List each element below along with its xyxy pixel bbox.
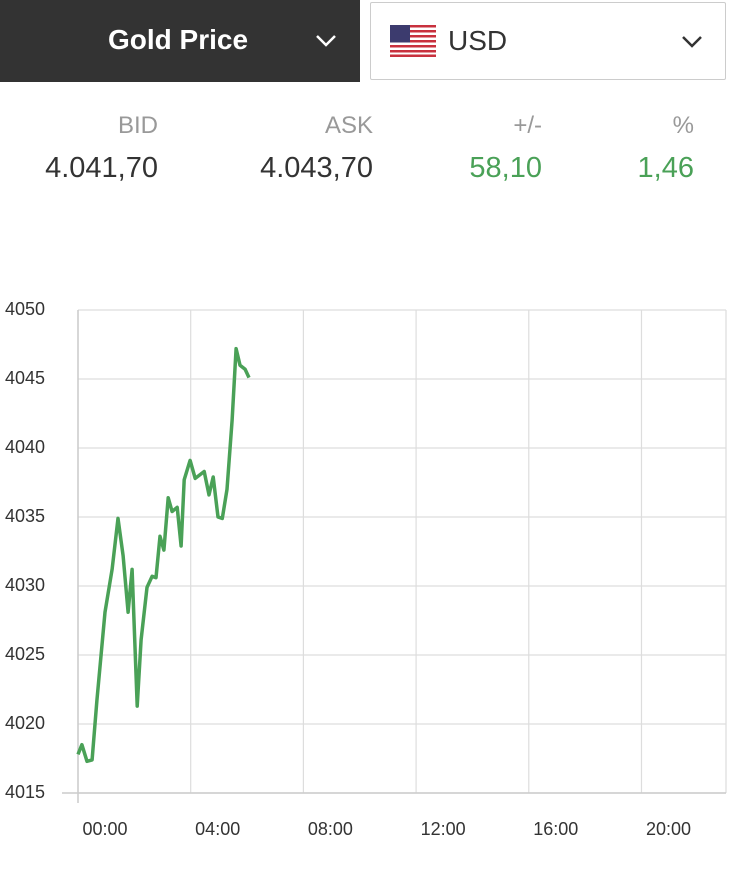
us-flag <box>390 25 436 57</box>
x-tick-label: 20:00 <box>646 819 691 839</box>
metal-title: Gold Price <box>107 24 249 55</box>
quote-value: 4.043,70 <box>260 152 373 184</box>
chevron <box>316 35 336 47</box>
quote-col: ASK 4.043,70 <box>220 112 373 192</box>
y-tick-label: 4035 <box>5 506 45 526</box>
quote-label: ASK <box>324 112 373 139</box>
y-tick-label: 4040 <box>5 437 45 457</box>
y-tick-label: 4025 <box>5 644 45 664</box>
y-tick-label: 4045 <box>5 368 45 388</box>
metal-selector[interactable]: Gold Price <box>0 0 360 82</box>
quote-value: 4.041,70 <box>45 152 158 184</box>
quote-label: +/- <box>513 112 542 139</box>
currency-code: USD <box>448 25 508 56</box>
quote-col: +/- 58,10 <box>420 112 542 192</box>
quote-col: BID 4.041,70 <box>20 112 158 192</box>
currency-selector[interactable]: USD <box>370 2 726 80</box>
quote-value: 58,10 <box>469 152 542 184</box>
y-tick-label: 4030 <box>5 575 45 595</box>
price-line <box>76 346 251 764</box>
y-tick-label: 4020 <box>5 713 45 733</box>
x-tick-label: 12:00 <box>421 819 466 839</box>
x-tick-label: 08:00 <box>308 819 353 839</box>
x-tick-label: 00:00 <box>82 819 127 839</box>
quote-value: 1,46 <box>637 152 694 184</box>
y-tick-label: 4015 <box>5 782 45 802</box>
quote-label: % <box>672 112 694 139</box>
quote-col: % 1,46 <box>580 112 694 192</box>
chevron <box>682 36 702 48</box>
quote-label: BID <box>117 112 158 139</box>
x-tick-label: 16:00 <box>533 819 578 839</box>
x-tick-label: 04:00 <box>195 819 240 839</box>
y-tick-label: 4050 <box>5 299 45 319</box>
